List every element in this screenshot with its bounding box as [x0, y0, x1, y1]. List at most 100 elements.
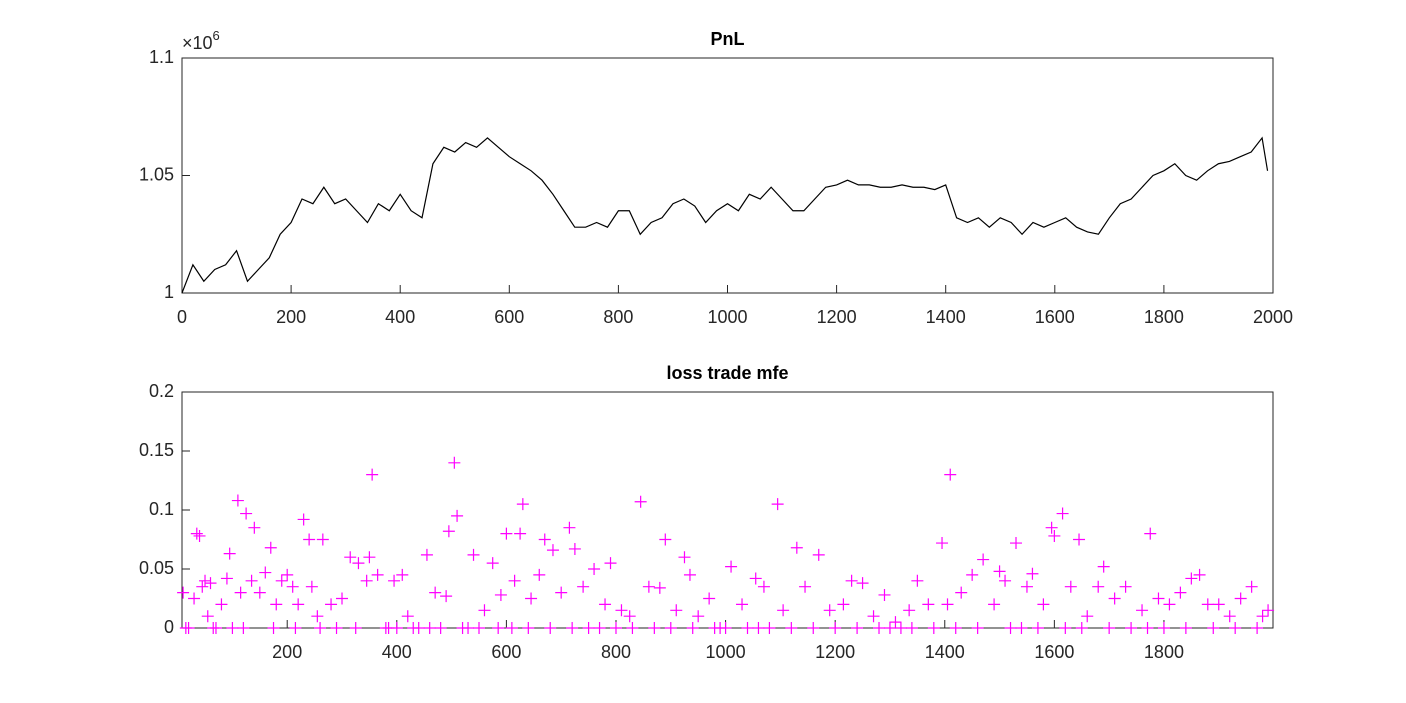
x-tick-label: 1400 — [925, 642, 965, 662]
plus-marker — [448, 456, 461, 469]
plus-marker — [642, 580, 655, 593]
y-tick-label: 0 — [164, 617, 174, 637]
plus-marker — [234, 586, 247, 599]
plus-marker — [401, 610, 414, 623]
plus-marker — [267, 622, 280, 634]
plus-marker — [204, 577, 217, 590]
plus-marker — [349, 622, 362, 634]
plus-marker — [719, 622, 732, 634]
plus-marker — [856, 577, 869, 590]
plus-marker — [659, 533, 672, 546]
plus-marker — [396, 568, 409, 581]
plus-marker — [577, 580, 590, 593]
y-tick-label: 1.1 — [149, 47, 174, 67]
plus-marker — [336, 592, 349, 605]
plus-marker — [311, 610, 324, 623]
plus-marker — [894, 622, 907, 634]
plus-marker — [505, 622, 518, 634]
plus-marker — [1004, 622, 1017, 634]
plus-marker — [555, 586, 568, 599]
plus-marker — [360, 574, 373, 587]
plus-marker — [1251, 622, 1264, 634]
plus-marker — [971, 622, 984, 634]
x-tick-label: 800 — [601, 642, 631, 662]
plus-marker — [390, 622, 403, 634]
chart-title: PnL — [711, 29, 745, 49]
plus-marker — [615, 604, 628, 617]
plus-marker — [692, 610, 705, 623]
plus-marker — [1157, 622, 1170, 634]
plus-marker — [1097, 560, 1110, 573]
plus-marker — [582, 622, 595, 634]
plus-marker — [215, 598, 228, 611]
plus-marker — [451, 509, 464, 522]
plus-marker — [988, 598, 1001, 611]
plus-marker — [314, 622, 327, 634]
plus-marker — [1185, 572, 1198, 585]
plus-marker — [240, 507, 253, 520]
plus-marker — [1141, 622, 1154, 634]
plus-marker — [1201, 598, 1214, 611]
plus-marker — [763, 622, 776, 634]
plus-marker — [807, 622, 820, 634]
plus-marker — [648, 622, 661, 634]
plus-marker — [253, 586, 266, 599]
plus-marker — [1103, 622, 1116, 634]
x-tick-label: 1600 — [1034, 642, 1074, 662]
plus-marker — [544, 622, 557, 634]
plus-marker — [226, 622, 239, 634]
axes: loss trade mfe 200 400 600 800 1000 1200 1400 16… — [139, 363, 1275, 662]
plus-marker — [609, 622, 622, 634]
x-tick-label: 600 — [491, 642, 521, 662]
plus-marker — [289, 622, 302, 634]
plus-marker — [1037, 598, 1050, 611]
plus-marker — [623, 610, 636, 623]
x-tick-label: 1000 — [707, 307, 747, 327]
plus-marker — [736, 598, 749, 611]
plus-marker — [1119, 580, 1132, 593]
plus-marker — [626, 622, 639, 634]
plus-marker — [188, 592, 201, 605]
x-tick-label: 800 — [603, 307, 633, 327]
plus-marker — [522, 622, 535, 634]
plus-marker — [653, 581, 666, 594]
plus-marker — [936, 537, 949, 550]
axes-box — [181, 57, 1274, 294]
plus-marker — [363, 551, 376, 564]
plus-marker — [193, 529, 206, 542]
plus-marker — [1081, 610, 1094, 623]
plus-marker — [546, 544, 559, 557]
plus-marker — [1075, 622, 1088, 634]
plus-marker — [478, 604, 491, 617]
x-tick-label: 600 — [494, 307, 524, 327]
plus-marker — [1059, 622, 1072, 634]
plus-marker — [1136, 604, 1149, 617]
plus-marker — [500, 527, 513, 540]
plus-marker — [566, 622, 579, 634]
plus-marker — [366, 468, 379, 481]
plus-marker — [889, 616, 902, 629]
plus-marker — [1125, 622, 1138, 634]
plus-marker — [516, 498, 529, 511]
x-tick-label: 1800 — [1144, 307, 1184, 327]
x-tick-label: 400 — [385, 307, 415, 327]
plus-marker — [593, 622, 606, 634]
plus-marker — [785, 622, 798, 634]
plus-marker — [492, 622, 505, 634]
x-tick-label: 1200 — [815, 642, 855, 662]
y-exponent-label: ×106 — [182, 28, 220, 52]
plus-marker — [563, 521, 576, 534]
plus-marker — [259, 566, 272, 579]
plus-marker — [873, 622, 886, 634]
y-tick-label: 1 — [164, 282, 174, 302]
plus-marker — [599, 598, 612, 611]
plus-marker — [1223, 610, 1236, 623]
x-tick-label: 1800 — [1144, 642, 1184, 662]
plus-marker — [823, 604, 836, 617]
plus-marker — [199, 574, 212, 587]
plus-marker — [845, 574, 858, 587]
plus-marker — [829, 622, 842, 634]
plus-marker — [903, 604, 916, 617]
plus-marker — [201, 610, 214, 623]
plus-marker — [867, 610, 880, 623]
